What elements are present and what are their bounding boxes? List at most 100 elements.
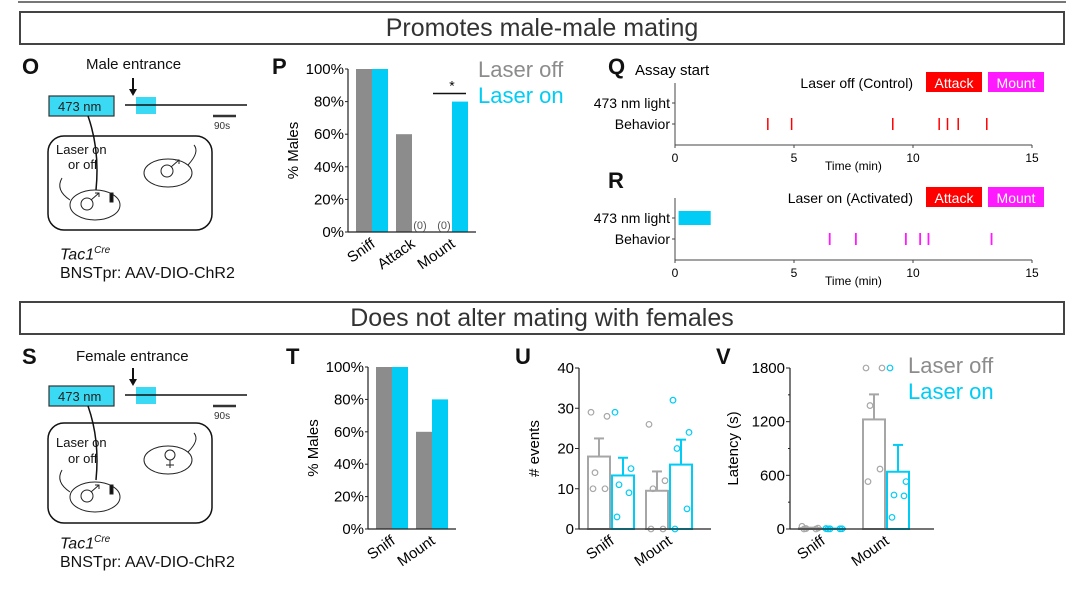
data-point xyxy=(669,396,677,404)
laser-box-label: 473 nm xyxy=(58,99,102,114)
y-tick-label: 0% xyxy=(342,521,364,538)
data-point xyxy=(661,477,669,485)
y-tick-label: 60% xyxy=(334,424,364,441)
intruder-mouse-icon xyxy=(143,144,197,188)
bar-sniff-off xyxy=(587,455,611,530)
y-tick-label: 0 xyxy=(566,521,574,538)
legend-laser-on: Laser on xyxy=(908,379,994,404)
data-point xyxy=(864,478,872,485)
mount-legend-label: Mount xyxy=(997,75,1036,91)
laser-box-label: 473 nm xyxy=(58,389,102,404)
y-tick-label: 0 xyxy=(777,521,785,538)
bar-mount-off xyxy=(645,489,669,530)
y-tick-label: 20% xyxy=(314,191,344,208)
zero-annotation: (0) xyxy=(437,220,450,232)
mount-legend-label: Mount xyxy=(997,190,1036,206)
zero-annotation: (0) xyxy=(413,220,426,232)
data-point xyxy=(627,465,635,473)
y-tick-label: 0% xyxy=(322,224,344,241)
scale-bar-label: 90s xyxy=(214,411,231,422)
y-tick-label: 40% xyxy=(314,159,344,176)
data-point xyxy=(625,489,633,497)
row-label-light: 473 nm light xyxy=(594,95,670,111)
data-point xyxy=(890,491,898,499)
y-axis-label: # events xyxy=(526,420,543,477)
data-point xyxy=(902,478,910,485)
bar-sniff-on xyxy=(392,367,408,529)
legend-bottom: Laser off Laser on xyxy=(908,353,994,405)
y-tick-label: 1800 xyxy=(752,360,785,377)
laser-box xyxy=(48,385,115,407)
assay-start-label: Assay start xyxy=(635,62,710,79)
bar-sniff-off xyxy=(356,69,372,232)
panel-label-q: Q xyxy=(608,54,626,79)
y-tick-label: 1200 xyxy=(752,414,785,431)
data-point xyxy=(866,402,874,409)
data-point xyxy=(876,465,884,473)
x-tick-label: 5 xyxy=(791,151,798,165)
legend-laser-on: Laser on xyxy=(478,83,564,108)
panel-label-o: O xyxy=(22,54,40,79)
y-tick-label: 20 xyxy=(557,441,574,458)
top-divider xyxy=(18,1,1066,3)
schematic-s-drawing xyxy=(47,368,247,524)
x-tick-label: Mount xyxy=(631,532,676,570)
arrow-head-icon xyxy=(129,379,137,386)
arena-text-1: Laser on xyxy=(56,435,107,450)
panel-label-u: U xyxy=(515,344,531,369)
light-on-bar xyxy=(678,211,711,225)
significance-star: * xyxy=(449,77,455,93)
panel-label-p: P xyxy=(272,54,287,79)
x-tick-label: Mount xyxy=(848,532,893,570)
bar-mount-off xyxy=(416,431,432,529)
y-axis-label: % Males xyxy=(285,122,302,180)
x-tick-label: 10 xyxy=(906,266,920,280)
genotype: Tac1Cre xyxy=(60,534,111,553)
y-tick-label: 100% xyxy=(326,359,364,376)
x-tick-label: 0 xyxy=(672,266,679,280)
data-point xyxy=(587,408,595,416)
data-point xyxy=(645,420,653,428)
bar-mount-on xyxy=(432,399,448,529)
data-point xyxy=(673,445,681,452)
female-mouse-icon xyxy=(143,432,197,475)
bar-sniff-off xyxy=(376,367,392,529)
arena xyxy=(47,135,213,231)
mount-legend-box xyxy=(988,187,1044,207)
optic-fiber xyxy=(87,405,98,481)
bar-mount-off xyxy=(862,418,886,530)
data-point xyxy=(683,505,691,513)
data-point xyxy=(886,364,894,372)
data-point xyxy=(649,485,657,493)
resident-mouse-icon xyxy=(59,177,121,221)
attack-legend-label: Attack xyxy=(935,75,975,91)
data-point xyxy=(615,481,623,489)
arena-text-1: Laser on xyxy=(56,142,107,157)
y-tick-label: 80% xyxy=(334,391,364,408)
scale-bar-label: 90s xyxy=(214,121,231,132)
injection-label: BNSTpr: AAV-DIO-ChR2 xyxy=(60,554,235,571)
y-tick-label: 600 xyxy=(760,467,785,484)
x-tick-label: Mount xyxy=(394,532,439,570)
data-point xyxy=(613,513,621,521)
entrance-label: Male entrance xyxy=(86,56,182,73)
bar-sniff-on xyxy=(611,474,635,530)
x-tick-label: 0 xyxy=(672,151,679,165)
attack-legend-box xyxy=(926,187,982,207)
x-axis-label: Time (min) xyxy=(825,274,882,288)
row-label-light: 473 nm light xyxy=(594,210,670,226)
bar-mount-on xyxy=(669,463,693,530)
arena-text-2: or off xyxy=(68,451,98,466)
y-axis-label: Latency (s) xyxy=(725,411,742,485)
panel-label-r: R xyxy=(608,168,624,193)
x-tick-label: 15 xyxy=(1025,266,1039,280)
bar-mount-on xyxy=(452,101,468,232)
arrow-head-icon xyxy=(129,89,137,96)
chart-v: Sniff Mount 0 600 1200 1800 Latency (s) xyxy=(725,360,934,570)
section-title-bottom: Does not alter mating with females xyxy=(19,301,1065,335)
legend-laser-off: Laser off xyxy=(908,353,994,378)
bar-mount-on xyxy=(886,470,910,530)
data-point xyxy=(591,469,599,477)
y-tick-label: 40 xyxy=(557,360,574,377)
